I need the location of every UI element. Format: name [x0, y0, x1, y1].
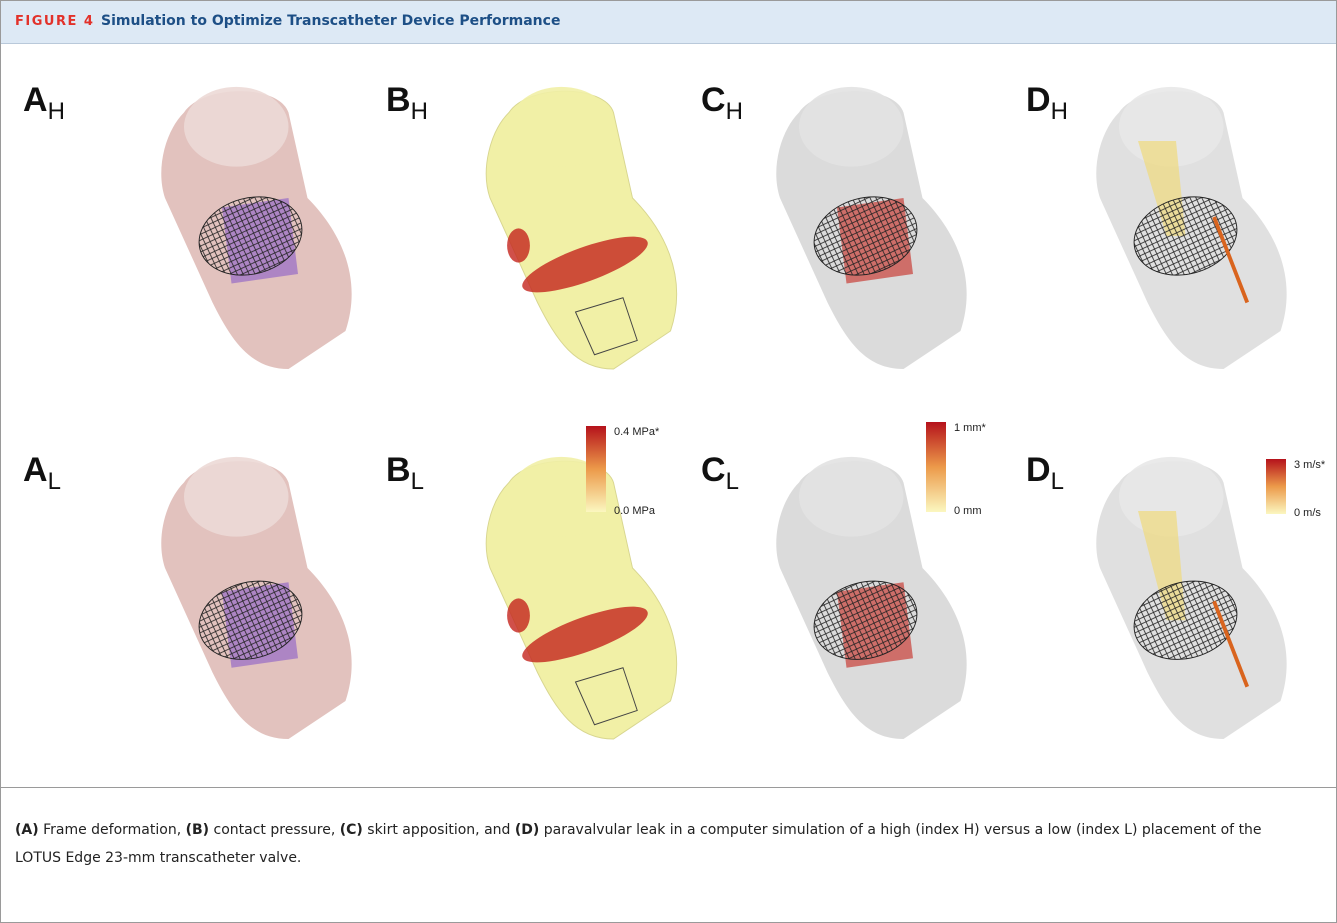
panel-label: BH: [386, 81, 428, 120]
figure-title: Simulation to Optimize Transcatheter Dev…: [101, 13, 560, 29]
caption-key: (C): [340, 822, 363, 838]
panel-label: DH: [1026, 81, 1068, 120]
panel-letter: C: [701, 81, 726, 119]
anatomy-top: [799, 457, 904, 537]
panel-label: CH: [701, 81, 743, 120]
anatomy-top: [184, 87, 289, 167]
panel-index: H: [1051, 98, 1068, 125]
caption-key: (D): [515, 822, 539, 838]
pressure: [507, 598, 530, 632]
panel-index: H: [726, 98, 743, 125]
panel-image: [1096, 457, 1286, 739]
simulation-images: [1, 44, 1336, 786]
figure-header: FIGURE 4 Simulation to Optimize Transcat…: [1, 1, 1336, 44]
colorbar: [1266, 459, 1286, 514]
figure: FIGURE 4 Simulation to Optimize Transcat…: [0, 0, 1337, 923]
panel-image: [486, 457, 676, 739]
panel-image: [161, 457, 351, 739]
panel-letter: B: [386, 451, 411, 489]
text: 0.4 MPa*: [614, 426, 659, 438]
anatomy-top: [799, 87, 904, 167]
colorbar: [926, 422, 946, 512]
caption-key: (A): [15, 822, 39, 838]
colorbar-max-label: 3 m/s*: [1294, 459, 1325, 471]
colorbar-min-label: 0.0 MPa: [614, 505, 655, 517]
colorbar-max-label: 1 mm*: [954, 422, 986, 434]
colorbar-max-label: 0.4 MPa*: [614, 426, 659, 438]
colorbar-min-label: 0 m/s: [1294, 507, 1321, 519]
panel-index: H: [411, 98, 428, 125]
text: 0 mm: [954, 505, 982, 517]
panel-image: [1096, 87, 1286, 369]
text: 1 mm*: [954, 422, 986, 434]
colorbar-min-label: 0 mm: [954, 505, 982, 517]
caption-text: contact pressure,: [209, 822, 340, 838]
panel-index: L: [48, 468, 61, 495]
panel-label: AH: [23, 81, 65, 120]
panel-letter: D: [1026, 81, 1051, 119]
panel-label: BL: [386, 451, 424, 490]
text: 0.0 MPa: [614, 505, 655, 517]
caption-key: (B): [186, 822, 209, 838]
panel-letter: B: [386, 81, 411, 119]
panel-label: CL: [701, 451, 739, 490]
panel-index: H: [48, 98, 65, 125]
panel-index: L: [411, 468, 424, 495]
text: 0 m/s: [1294, 507, 1321, 519]
panel-image: [486, 87, 676, 369]
pressure: [507, 228, 530, 262]
text: 3 m/s*: [1294, 459, 1325, 471]
caption-divider: [1, 787, 1336, 788]
panel-index: L: [726, 468, 739, 495]
anatomy-top: [509, 87, 614, 167]
panel-label: AL: [23, 451, 61, 490]
panel-image: [161, 87, 351, 369]
panel-image: [776, 87, 966, 369]
colorbar: [586, 426, 606, 512]
caption: (A) Frame deformation, (B) contact press…: [15, 816, 1305, 872]
panel-letter: A: [23, 451, 48, 489]
panel-label: DL: [1026, 451, 1064, 490]
caption-text: Frame deformation,: [39, 822, 186, 838]
panel-letter: A: [23, 81, 48, 119]
panel-index: L: [1051, 468, 1064, 495]
anatomy-top: [184, 457, 289, 537]
caption-text: skirt apposition, and: [363, 822, 515, 838]
panel-letter: C: [701, 451, 726, 489]
panel-letter: D: [1026, 451, 1051, 489]
figure-label: FIGURE 4: [15, 14, 94, 29]
